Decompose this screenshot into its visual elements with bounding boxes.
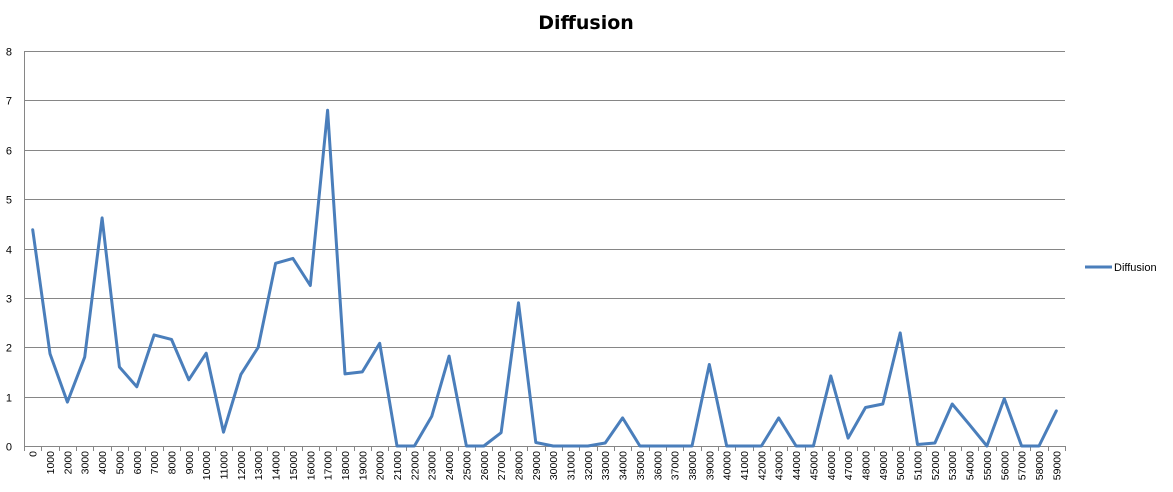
x-tick-label: 40000 bbox=[722, 451, 734, 480]
x-tick-label: 33000 bbox=[600, 451, 612, 480]
x-tick-label: 56000 bbox=[999, 451, 1011, 480]
y-tick-label: 8 bbox=[6, 47, 12, 59]
x-tick-label: 48000 bbox=[860, 451, 872, 480]
y-tick-label: 7 bbox=[6, 96, 12, 108]
x-tick-label: 42000 bbox=[756, 451, 768, 480]
x-tick-label: 19000 bbox=[357, 451, 369, 480]
x-tick-label: 46000 bbox=[826, 451, 838, 480]
x-tick-label: 37000 bbox=[670, 451, 682, 480]
x-tick-label: 45000 bbox=[808, 451, 820, 480]
x-tick-label: 11000 bbox=[219, 451, 231, 480]
x-tick-label: 8000 bbox=[166, 451, 178, 475]
x-tick-label: 4000 bbox=[97, 451, 109, 475]
x-tick-label: 7000 bbox=[149, 451, 161, 475]
x-tick-label: 29000 bbox=[531, 451, 543, 480]
y-tick-label: 2 bbox=[6, 343, 12, 355]
x-tick-label: 5000 bbox=[114, 451, 126, 475]
x-tick-label: 6000 bbox=[132, 451, 144, 475]
x-tick-label: 20000 bbox=[375, 451, 387, 480]
x-tick-label: 3000 bbox=[80, 451, 92, 475]
y-tick-label: 4 bbox=[6, 245, 12, 257]
x-tick-label: 2000 bbox=[62, 451, 74, 475]
y-axis-tick-labels: 0 1 2 3 4 5 6 7 8 bbox=[6, 47, 12, 454]
x-tick-label: 28000 bbox=[513, 451, 525, 480]
x-tick-label: 21000 bbox=[392, 451, 404, 480]
x-tick-label: 38000 bbox=[687, 451, 699, 480]
chart-title: Diffusion bbox=[538, 12, 634, 34]
series-line-diffusion bbox=[31, 108, 1058, 448]
series-layer bbox=[31, 108, 1058, 448]
x-tick-label: 54000 bbox=[965, 451, 977, 480]
x-tick-label: 26000 bbox=[479, 451, 491, 480]
x-tick-label: 47000 bbox=[843, 451, 855, 480]
x-tick-label: 10000 bbox=[201, 451, 213, 480]
x-tick-label: 1000 bbox=[45, 451, 57, 475]
y-tick-label: 3 bbox=[6, 294, 12, 306]
x-tick-label: 57000 bbox=[1017, 451, 1029, 480]
x-tick-label: 15000 bbox=[288, 451, 300, 480]
x-tick-label: 58000 bbox=[1034, 451, 1046, 480]
x-tick-label: 30000 bbox=[548, 451, 560, 480]
x-tick-label: 17000 bbox=[323, 451, 335, 480]
legend-label-diffusion: Diffusion bbox=[1114, 262, 1157, 274]
x-tick-label: 43000 bbox=[774, 451, 786, 480]
x-axis-tick-labels: 0 1000 2000 3000 4000 5000 6000 7000 8000 9000 100… bbox=[28, 451, 1064, 480]
x-tick-label: 27000 bbox=[496, 451, 508, 480]
x-tick-label: 18000 bbox=[340, 451, 352, 480]
x-tick-label: 9000 bbox=[184, 451, 196, 475]
x-tick-label: 35000 bbox=[635, 451, 647, 480]
x-tick-label: 52000 bbox=[930, 451, 942, 480]
x-tick-label: 50000 bbox=[895, 451, 907, 480]
x-tick-label: 23000 bbox=[427, 451, 439, 480]
x-tick-label: 32000 bbox=[583, 451, 595, 480]
x-tick-label: 34000 bbox=[618, 451, 630, 480]
x-tick-label: 16000 bbox=[305, 451, 317, 480]
y-tick-label: 5 bbox=[6, 195, 12, 207]
gridlines bbox=[24, 51, 1065, 398]
axes bbox=[24, 51, 1066, 451]
x-tick-label: 14000 bbox=[271, 451, 283, 480]
x-tick-label: 44000 bbox=[791, 451, 803, 480]
legend: Diffusion bbox=[1085, 262, 1157, 274]
y-tick-label: 1 bbox=[6, 393, 12, 405]
x-tick-label: 24000 bbox=[444, 451, 456, 480]
x-tick-label: 25000 bbox=[461, 451, 473, 480]
x-tick-label: 36000 bbox=[652, 451, 664, 480]
x-tick-label: 55000 bbox=[982, 451, 994, 480]
y-tick-label: 0 bbox=[6, 442, 12, 454]
x-tick-label: 41000 bbox=[739, 451, 751, 480]
x-tick-label: 59000 bbox=[1051, 451, 1063, 480]
x-tick-label: 22000 bbox=[409, 451, 421, 480]
x-tick-label: 51000 bbox=[913, 451, 925, 480]
x-tick-label: 53000 bbox=[947, 451, 959, 480]
x-tick-label: 49000 bbox=[878, 451, 890, 480]
x-tick-label: 12000 bbox=[236, 451, 248, 480]
x-tick-label: 39000 bbox=[704, 451, 716, 480]
x-tick-label: 13000 bbox=[253, 451, 265, 480]
x-tick-label: 0 bbox=[28, 451, 40, 457]
y-tick-label: 6 bbox=[6, 146, 12, 158]
x-tick-label: 31000 bbox=[566, 451, 578, 480]
